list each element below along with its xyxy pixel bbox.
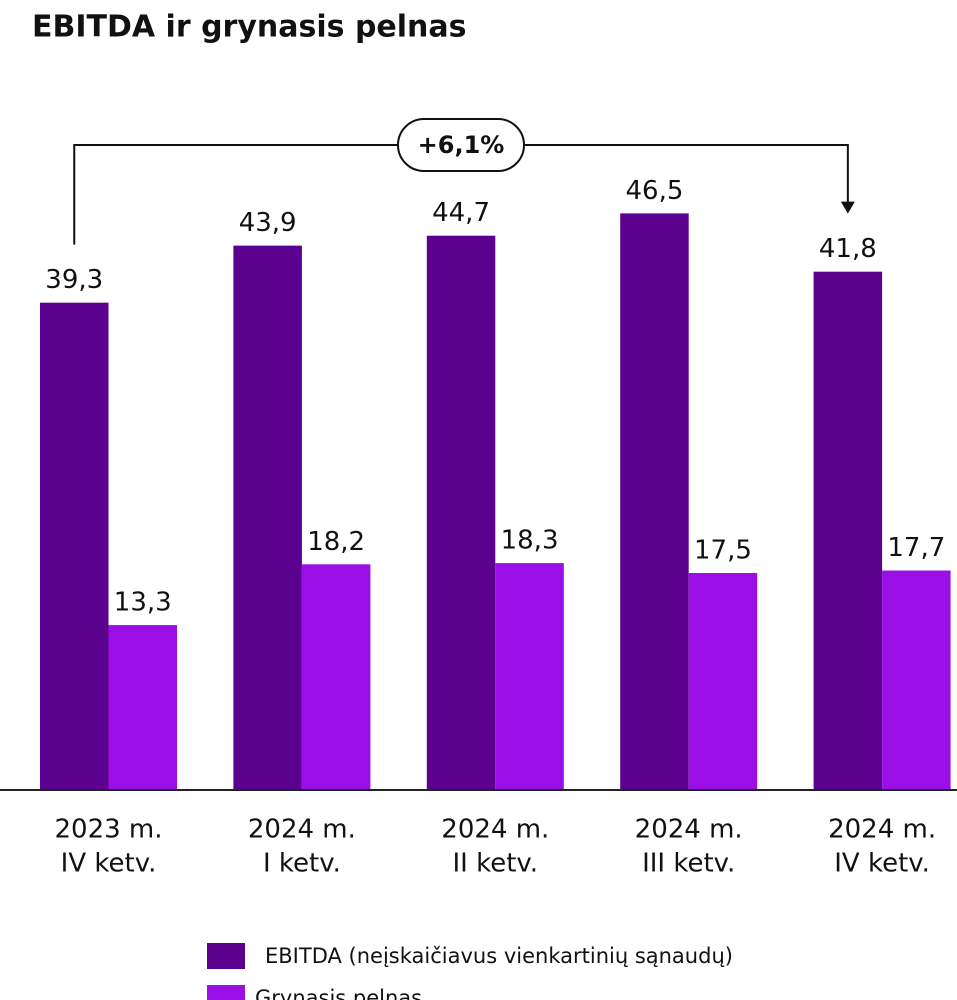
x-tick-label: IV ketv. — [61, 849, 157, 879]
bar — [882, 570, 951, 790]
arrow-head — [840, 201, 855, 214]
x-tick-label: 2024 m. — [248, 815, 356, 845]
legend-label: Grynasis pelnas — [255, 986, 422, 1000]
bar — [620, 213, 689, 790]
bar — [301, 564, 371, 790]
legend-label: EBITDA (neįskaičiavus vienkartinių sąnau… — [265, 944, 733, 968]
bar — [688, 573, 758, 790]
data-label: 46,5 — [626, 176, 684, 206]
x-tick-label: 2024 m. — [828, 815, 936, 845]
x-tick-label: 2024 m. — [635, 815, 743, 845]
data-label: 18,3 — [501, 526, 559, 556]
x-tick-label: II ketv. — [453, 849, 539, 879]
chart-title: EBITDA ir grynasis pelnas — [32, 10, 467, 45]
legend-swatch — [207, 985, 245, 1000]
data-label: 44,7 — [432, 198, 490, 228]
x-tick-label: III ketv. — [642, 849, 735, 879]
bar — [426, 235, 496, 791]
bar — [813, 271, 883, 790]
bar — [40, 302, 109, 790]
x-tick-label: IV ketv. — [834, 849, 930, 879]
data-label: 18,2 — [307, 527, 365, 557]
x-tick-label: I ketv. — [263, 849, 341, 879]
data-label: 13,3 — [114, 588, 172, 618]
data-label: 17,5 — [694, 536, 752, 566]
annotation-box — [397, 118, 525, 172]
data-label: 39,3 — [45, 265, 103, 295]
annotation: +6,1% — [418, 131, 505, 159]
data-label: 41,8 — [819, 234, 877, 264]
bar — [495, 563, 564, 790]
bar — [233, 245, 302, 790]
x-tick-label: 2023 m. — [54, 815, 162, 845]
legend-swatch — [207, 943, 245, 969]
data-label: 17,7 — [887, 533, 945, 563]
x-tick-label: 2024 m. — [441, 815, 549, 845]
bar — [108, 625, 177, 790]
data-label: 43,9 — [239, 208, 297, 238]
